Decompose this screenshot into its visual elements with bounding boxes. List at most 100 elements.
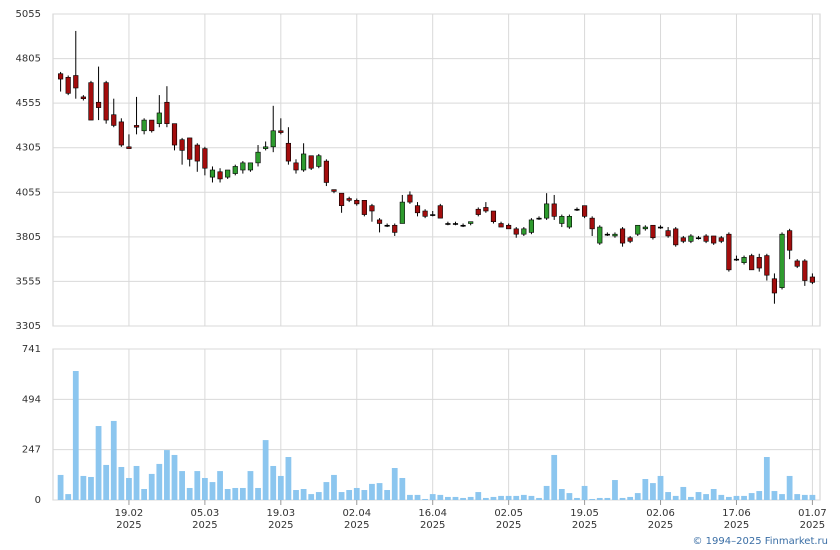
candle-body (316, 155, 322, 167)
x-tick-label: 02.04 (342, 508, 371, 519)
candle-body (559, 216, 565, 224)
volume-bar (695, 492, 702, 500)
candle-body (764, 255, 770, 276)
candle-body (369, 205, 375, 212)
volume-bar (308, 494, 315, 500)
candle-body (80, 96, 86, 99)
candle-body (460, 224, 466, 227)
volume-bar (688, 496, 694, 500)
volume-bar (574, 497, 580, 500)
y-tick-label: 3305 (16, 321, 41, 332)
x-tick-year: 2025 (572, 520, 597, 531)
volume-bar (642, 479, 649, 500)
candle-body (642, 226, 648, 230)
candle-body (156, 112, 162, 124)
volume-bar (437, 494, 444, 500)
candle-body (354, 200, 360, 205)
volume-bar (665, 492, 672, 500)
x-tick-label: 19.05 (570, 508, 599, 519)
candle-body (452, 223, 459, 225)
candle-body (756, 257, 762, 269)
candle-body (741, 257, 747, 264)
volume-bar (809, 494, 816, 500)
y-tick-label: 494 (22, 394, 41, 405)
x-tick-year: 2025 (344, 520, 369, 531)
candle-body (194, 144, 200, 162)
volume-bar (710, 488, 717, 500)
candle-body (749, 255, 755, 271)
candle-body (407, 194, 413, 203)
copyright: © 1994–2025 Finmarket.ru (692, 536, 828, 547)
candle-body (361, 200, 367, 215)
candle-body (338, 192, 345, 206)
volume-bar (88, 476, 94, 500)
candle-body (787, 230, 793, 251)
volume-bar (407, 494, 413, 500)
volume-bar (148, 473, 155, 500)
volume-bar (460, 497, 466, 500)
volume-bar (262, 440, 269, 500)
candle-body (323, 160, 329, 183)
candle-body (506, 224, 512, 230)
volume-bar (452, 496, 459, 500)
volume-bar (323, 482, 330, 500)
volume-bar (72, 371, 79, 500)
candle-body (718, 237, 724, 242)
candle-body (536, 217, 542, 220)
volume-bar (558, 488, 565, 500)
x-tick-year: 2025 (724, 520, 749, 531)
volume-bar (247, 471, 254, 500)
candle-body (422, 210, 428, 217)
x-tick-label: 17.06 (722, 508, 751, 519)
candle-body (703, 235, 709, 242)
candle-body (414, 205, 421, 214)
candle-body (384, 224, 390, 227)
x-tick-year: 2025 (116, 520, 141, 531)
candle-body (802, 260, 808, 281)
candle-body (149, 119, 155, 132)
candle-body (513, 228, 519, 235)
x-tick-year: 2025 (268, 520, 293, 531)
candle-body (619, 228, 626, 244)
x-tick-label: 19.03 (267, 508, 296, 519)
y-tick-label: 4805 (16, 54, 41, 65)
candle-body (771, 278, 778, 294)
candle-body (726, 233, 732, 271)
candle-body (217, 171, 223, 180)
candle-body (490, 210, 497, 223)
volume-bar (414, 494, 421, 500)
volume-bar (285, 457, 292, 500)
volume-bar (650, 483, 656, 500)
candle-body (95, 101, 102, 108)
candle-body (582, 205, 588, 217)
volume-bar (164, 450, 170, 500)
volume-bar (725, 496, 732, 500)
volume-bar (399, 477, 406, 500)
candle-body (650, 224, 656, 239)
candle-body (263, 146, 269, 149)
y-tick-label: 0 (35, 495, 41, 506)
volume-bar (733, 495, 740, 500)
volume-bar (391, 468, 398, 500)
volume-bar (369, 483, 375, 500)
volume-bar (331, 474, 337, 500)
volume-bar (277, 475, 284, 500)
candle-body (141, 119, 147, 132)
candle-body (468, 221, 474, 224)
candle-body (65, 76, 71, 94)
candle-body (202, 148, 208, 169)
candle-body (483, 207, 489, 212)
x-tick-year: 2025 (496, 520, 521, 531)
y-tick-label: 4305 (16, 143, 41, 154)
volume-bar (201, 477, 208, 500)
candle-body (635, 224, 641, 235)
volume-bar (126, 477, 132, 500)
volume-bar (634, 493, 641, 500)
volume-bar (353, 487, 360, 500)
volume-bar (429, 494, 436, 500)
y-tick-label: 3805 (16, 232, 41, 243)
volume-bar (536, 497, 542, 500)
candle-body (164, 101, 170, 124)
volume-bar (80, 475, 87, 500)
x-tick-label: 02.05 (494, 508, 523, 519)
